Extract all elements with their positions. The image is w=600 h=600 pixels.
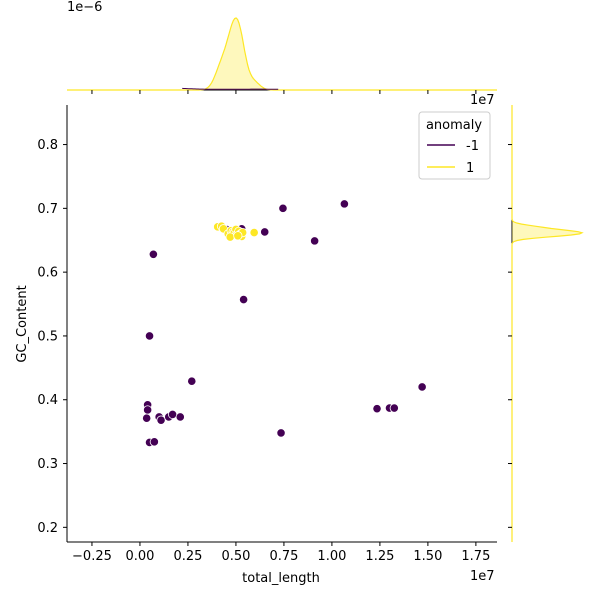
- right-marginal: 1e7: [470, 93, 584, 542]
- scatter-point-anomaly: [389, 403, 399, 413]
- y-tick-label: 0.5: [37, 329, 58, 344]
- scatter-point-anomaly: [187, 376, 197, 386]
- y-tick-label: 0.3: [37, 457, 58, 472]
- scatter-point-normal: [225, 232, 235, 242]
- scatter-points: [142, 199, 427, 448]
- legend-label-anomaly: -1: [466, 139, 479, 154]
- x-tick-label: 0.00: [125, 549, 154, 564]
- scatter-point-anomaly: [276, 428, 286, 438]
- marginal-offset-label: 1e−6: [67, 0, 102, 15]
- scatter-point-anomaly: [260, 227, 270, 237]
- y-axis-ticks: 0.2 0.3 0.4 0.5 0.6 0.7 0.8: [37, 138, 67, 536]
- scatter-point-normal: [249, 227, 259, 238]
- scatter-point-anomaly: [143, 405, 153, 415]
- y-tick-label: 0.2: [37, 521, 58, 536]
- scatter-point-anomaly: [167, 409, 178, 420]
- scatter-point-anomaly: [310, 236, 320, 246]
- scatter-point-anomaly: [417, 382, 427, 392]
- legend-title: anomaly: [426, 118, 482, 133]
- scatter-point-anomaly: [149, 437, 159, 447]
- scatter-point-anomaly: [372, 404, 382, 414]
- y-tick-label: 0.7: [37, 202, 58, 217]
- right-marginal-offset-label: 1e7: [470, 93, 495, 108]
- scatter-point-anomaly: [142, 413, 152, 423]
- x-tick-label: 1.50: [413, 549, 442, 564]
- scatter-point-normal: [233, 231, 243, 241]
- scatter-point-anomaly: [144, 331, 155, 341]
- y-tick-label: 0.6: [37, 266, 58, 281]
- top-marginal-density-fill: [67, 18, 497, 90]
- x-axis-label: total_length: [242, 571, 320, 586]
- y-axis-label: GC_Content: [15, 285, 30, 362]
- top-marginal-density-line: [67, 17, 497, 91]
- x-tick-label: 0.25: [173, 549, 202, 564]
- x-axis-ticks: −0.25 0.00 0.25 0.50 0.75 1.00 1.25 1.50 1.75: [72, 542, 490, 564]
- right-marginal-density-fill: [512, 105, 582, 542]
- y-tick-label: 0.4: [37, 393, 58, 408]
- scatter-point-anomaly: [339, 199, 349, 209]
- y-tick-label: 0.8: [37, 138, 58, 153]
- x-tick-label: 1.25: [365, 549, 394, 564]
- top-marginal-density-outline-anomaly: [182, 87, 279, 90]
- scatter-point-anomaly: [156, 415, 166, 425]
- right-marginal-ticks: [508, 144, 512, 528]
- x-tick-label: 0.50: [221, 549, 250, 564]
- scatter-point-anomaly: [239, 294, 249, 305]
- scatter-point-anomaly: [148, 249, 158, 259]
- x-tick-label: 1.00: [317, 549, 346, 564]
- main-axes: −0.25 0.00 0.25 0.50 0.75 1.00 1.25 1.50 1.75 0.…: [15, 105, 497, 586]
- x-tick-label: 1.75: [461, 549, 490, 564]
- x-tick-label: −0.25: [72, 549, 112, 564]
- right-marginal-density-line: [511, 105, 584, 542]
- legend: anomaly -1 1: [418, 111, 491, 180]
- scatter-point-anomaly: [278, 203, 288, 213]
- top-marginal: 1e−6: [67, 0, 497, 94]
- top-marginal-ticks: [91, 90, 477, 94]
- legend-label-normal: 1: [466, 161, 474, 176]
- x-tick-label: 0.75: [269, 549, 298, 564]
- scatter-point-anomaly: [175, 412, 185, 422]
- x-offset-label: 1e7: [470, 569, 495, 584]
